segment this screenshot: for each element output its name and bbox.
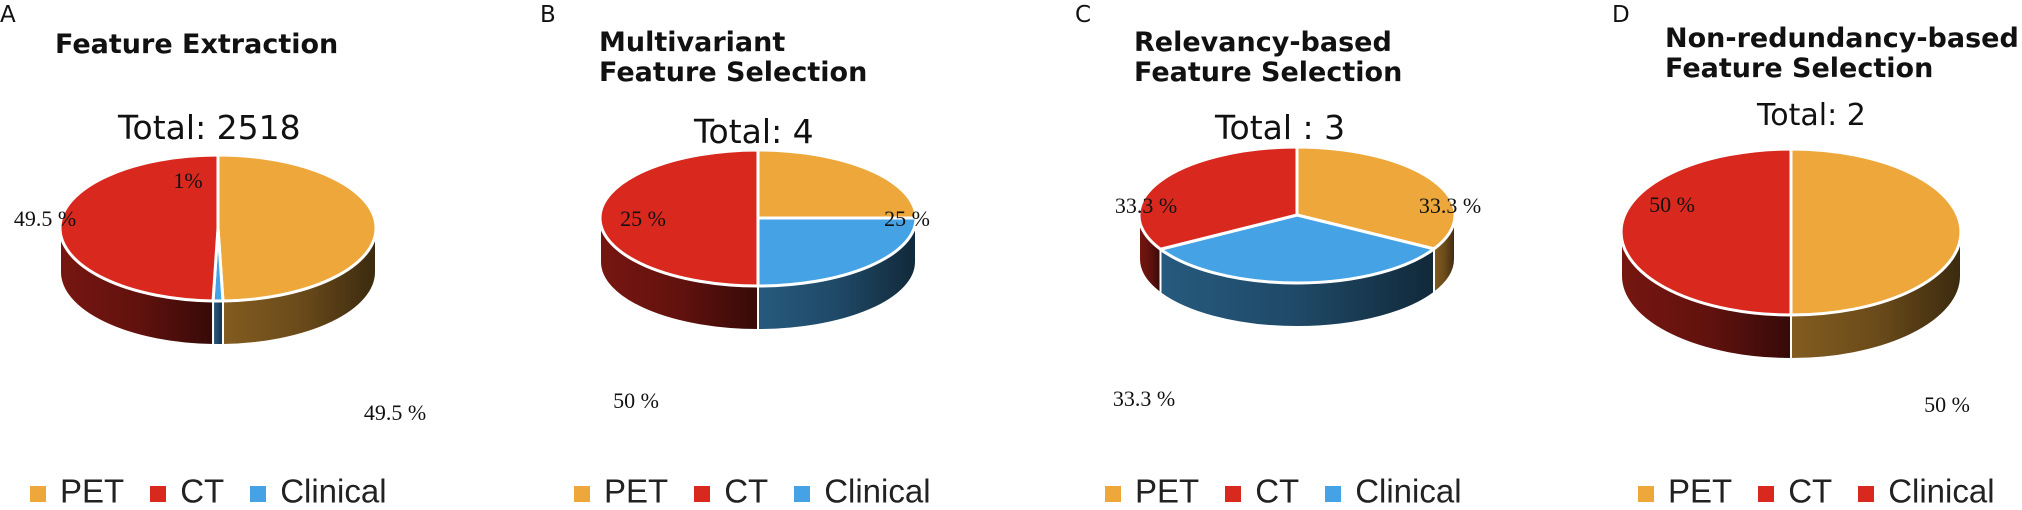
chart-title: Relevancy-based Feature Selection (1134, 28, 1402, 88)
legend-label: Clinical (824, 472, 931, 510)
pie-label-pet: 25 % (884, 206, 930, 231)
pie-label-clinical: 25 % (620, 206, 666, 231)
pie-label-ct: 49.5 % (14, 206, 76, 231)
pie-label-ct: 50 % (1649, 192, 1695, 217)
chart-title-line: Feature Selection (1665, 53, 1934, 84)
legend-item: CT (1758, 470, 1832, 510)
chart-title-line: Feature Selection (1134, 57, 1403, 88)
legend-swatch (794, 486, 811, 503)
chart-total: Total: 2518 (118, 108, 301, 147)
legend-swatch (1225, 486, 1242, 503)
legend-swatch (30, 486, 46, 503)
chart-title-line: Feature Extraction (55, 29, 339, 60)
pie-label-ct: 33.3 % (1113, 386, 1175, 411)
legend-label: Clinical (1888, 472, 1995, 510)
chart-total: Total: 2 (1757, 98, 1866, 133)
pie-slice-ct (1619, 147, 1793, 317)
pie-label-clinical: 33.3 % (1115, 193, 1177, 218)
legend-label: CT (1255, 472, 1300, 510)
pie-chart: 25 % 25 % 50 % (598, 148, 930, 413)
legend-swatch (1858, 486, 1875, 503)
panel-a: A Feature Extraction Total: 2518 49.5 % 1… (0, 0, 520, 510)
chart-title-line: Feature Selection (599, 57, 868, 88)
pie-slice-pet (756, 148, 918, 220)
chart-title-line: Relevancy-based (1134, 27, 1392, 58)
legend-swatch (1758, 486, 1775, 503)
legend-label: CT (1788, 472, 1833, 510)
legend-swatch (1105, 486, 1121, 503)
panel-b: B Multivariant Feature Selection Total: … (540, 0, 1060, 510)
legend-swatch (694, 486, 711, 503)
legend: PET CT Clinical (30, 470, 413, 510)
pie-label-pet: 50 % (1924, 392, 1970, 417)
pie-label-pet: 49.5 % (364, 400, 426, 425)
pie-slice-clinical (1159, 213, 1436, 285)
pie-slice-pet (216, 153, 378, 303)
legend-label: Clinical (280, 472, 387, 510)
legend-item: PET (30, 470, 124, 510)
legend-label: CT (724, 472, 769, 510)
chart-title: Non-redundancy-based Feature Selection (1665, 24, 2019, 84)
legend-swatch (574, 486, 590, 503)
pie-label-pet: 33.3 % (1419, 193, 1481, 218)
legend-swatch (1638, 486, 1654, 503)
chart-title: Feature Extraction (55, 30, 338, 60)
pie-slice-clinical (756, 216, 918, 288)
pie-label-clinical: 1% (173, 168, 202, 193)
panel-letter: A (0, 2, 16, 28)
panel-c: C Relevancy-based Feature Selection Tota… (1075, 0, 1595, 510)
panel-d: D Non-redundancy-based Feature Selection… (1612, 0, 2022, 510)
panel-letter: B (540, 2, 556, 28)
pie-label-ct: 50 % (613, 388, 659, 413)
chart-title-line: Non-redundancy-based (1665, 23, 2019, 54)
legend-item: CT (694, 470, 768, 510)
chart-title: Multivariant Feature Selection (599, 28, 867, 88)
legend-label: CT (180, 472, 225, 510)
legend: PET CT Clinical (574, 470, 957, 510)
pie-chart: 50 % 50 % (1619, 147, 1970, 417)
legend-label: PET (1668, 472, 1733, 510)
pie-chart: 33.3 % 33.3 % 33.3 % (1113, 145, 1481, 411)
legend-item: Clinical (794, 470, 931, 510)
pie-slice-pet (1789, 147, 1963, 317)
legend-label: PET (604, 472, 669, 510)
legend-label: PET (1135, 472, 1200, 510)
chart-title-line: Multivariant (599, 27, 786, 58)
legend-item: CT (1225, 470, 1299, 510)
legend-swatch (150, 486, 167, 503)
legend: PET CT Clinical (1105, 470, 1488, 510)
chart-total: Total : 3 (1215, 108, 1346, 147)
legend-item: PET (1638, 470, 1732, 510)
legend-label: Clinical (1355, 472, 1462, 510)
legend: PET CT Clinical (1638, 470, 2021, 510)
legend-item: Clinical (250, 470, 387, 510)
legend-item: Clinical (1858, 470, 1995, 510)
pie-chart: 49.5 % 1% 49.5 % (14, 153, 426, 425)
pie-slice-side-clinical (212, 299, 224, 347)
panel-letter: D (1612, 2, 1630, 28)
pie-slice-ct (1137, 145, 1299, 251)
legend-label: PET (60, 472, 125, 510)
panel-letter: C (1075, 2, 1092, 28)
legend-item: CT (150, 470, 224, 510)
pie-slice-ct (598, 148, 760, 288)
legend-item: Clinical (1325, 470, 1462, 510)
chart-total: Total: 4 (694, 112, 814, 151)
pie-slice-ct (58, 153, 220, 303)
legend-item: PET (1105, 470, 1199, 510)
legend-swatch (250, 486, 267, 503)
legend-swatch (1325, 486, 1342, 503)
legend-item: PET (574, 470, 668, 510)
